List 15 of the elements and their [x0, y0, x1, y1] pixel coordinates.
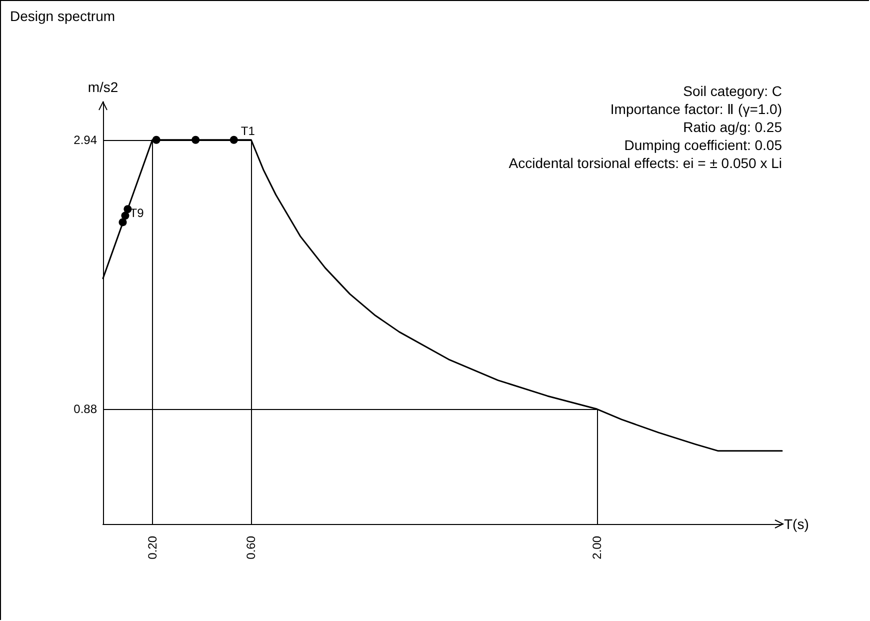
x-axis-title: T(s) [784, 516, 809, 532]
y-tick-label: 0.88 [74, 402, 98, 416]
text: Soil category: C [683, 83, 782, 99]
annotation: Accidental torsional effects: ei = ± 0.050 x Li [508, 155, 782, 171]
x-tick-label: 2.00 [590, 536, 604, 560]
x-tick-label: 0.60 [244, 536, 258, 560]
y-tick-label: 2.94 [74, 132, 98, 147]
annotation: T9 [130, 206, 144, 220]
annotation: Ratio ag/g: 0.25 [683, 119, 782, 135]
annotation: Dumping coefficient: 0.05 [624, 137, 782, 153]
annotation: Importance factor: Ⅱ (γ=1.0) [610, 101, 782, 117]
annotation: T1 [240, 124, 256, 138]
x-tick-label: 0.20 [145, 536, 160, 560]
chart-title: Design spectrum [10, 8, 116, 24]
y-axis-title: m/s2 [88, 79, 118, 95]
